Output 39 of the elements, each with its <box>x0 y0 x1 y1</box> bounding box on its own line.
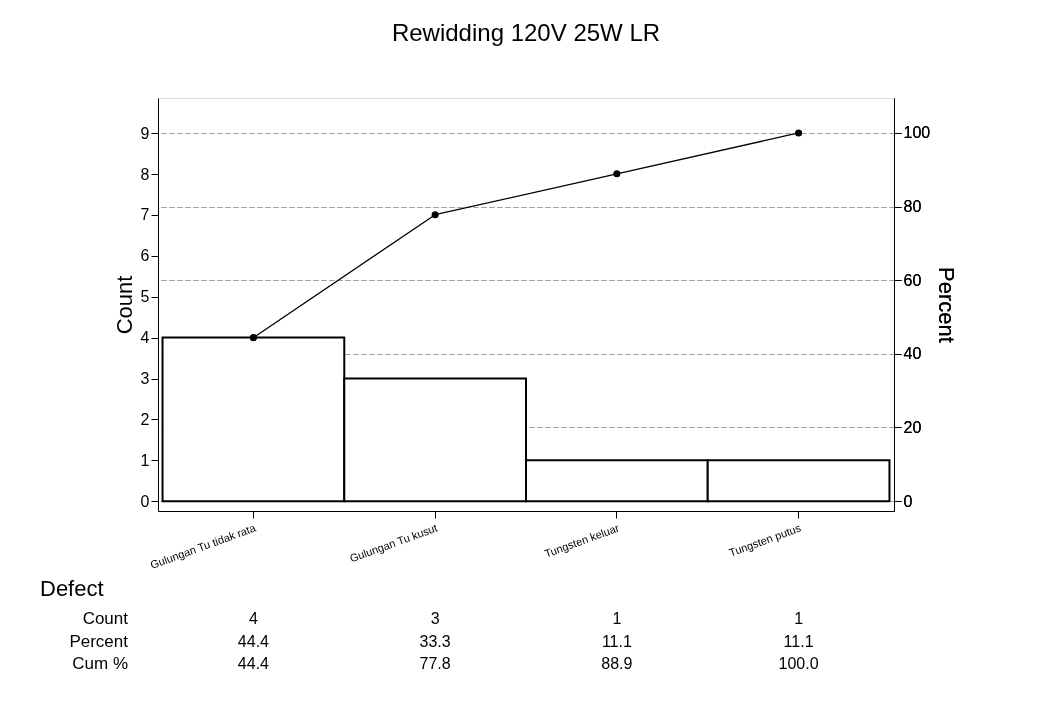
point <box>613 170 621 178</box>
y-tick-label: 1 <box>140 451 150 469</box>
y-tick-label: 8 <box>140 165 150 183</box>
point <box>795 129 803 137</box>
y-tick-label: 5 <box>140 288 150 306</box>
y-tick-label: 6 <box>140 247 150 265</box>
text: 44.4 <box>237 633 270 650</box>
text: Cum % <box>72 654 128 673</box>
y2-tick-label: 80 <box>903 198 922 216</box>
text: 33.3 <box>419 633 451 650</box>
data-label: 77.8 <box>419 655 451 672</box>
y-tick-label: 0 <box>140 492 150 510</box>
data-label: 88.9 <box>601 655 633 672</box>
y2-tick-label: 20 <box>903 418 922 436</box>
y2-tick-label: 0 <box>903 492 913 510</box>
point <box>431 211 439 219</box>
point <box>249 334 257 342</box>
y2-tick-label: 60 <box>903 271 922 289</box>
data-label: 44.4 <box>237 655 270 672</box>
y2-axis-title: Percent <box>934 267 960 343</box>
y-tick-label: 3 <box>140 370 150 388</box>
data-label: 3 <box>430 610 440 627</box>
y-tick-label: 2 <box>140 410 150 428</box>
data-label: 100.0 <box>778 655 819 672</box>
text: Count <box>82 609 129 628</box>
text: 11.1 <box>783 633 814 650</box>
y-tick-label: 9 <box>140 124 150 142</box>
y-tick-label: 7 <box>140 206 150 224</box>
data-label: 1 <box>612 610 622 627</box>
data-label: 4 <box>248 610 258 627</box>
y-axis-title: Count <box>111 275 137 335</box>
y-tick-label: 4 <box>140 329 150 347</box>
chart-title: Rewidding 120V 25W LR <box>391 19 661 46</box>
text: 11.1 <box>601 633 632 650</box>
data-label: 1 <box>794 610 804 627</box>
x-axis-title: Defect <box>40 576 104 601</box>
text: Percent <box>69 632 129 651</box>
y2-tick-label: 40 <box>903 345 922 363</box>
y2-tick-label: 100 <box>903 124 931 142</box>
